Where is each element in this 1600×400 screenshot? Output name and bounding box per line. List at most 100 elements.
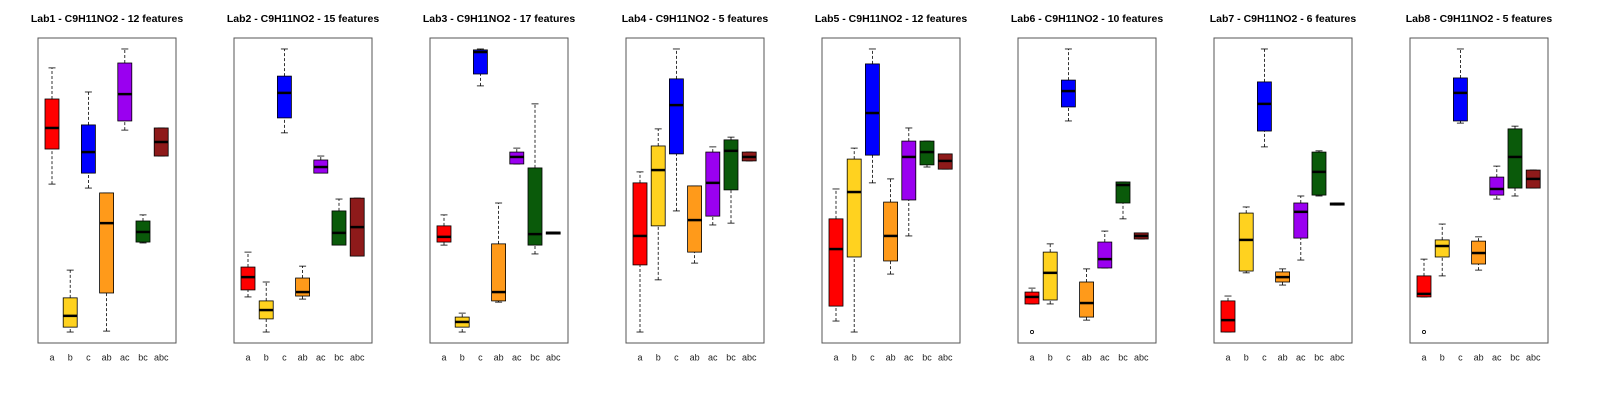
- box: [1238, 212, 1254, 272]
- x-tick-label: ac: [708, 352, 718, 362]
- x-tick-label: ac: [1492, 352, 1502, 362]
- box: [491, 243, 507, 302]
- x-tick-label: bc: [1118, 352, 1128, 362]
- x-tick-label: abc: [938, 352, 953, 362]
- x-tick-label: b: [656, 352, 661, 362]
- x-tick-label: bc: [922, 352, 932, 362]
- box: [1293, 202, 1309, 239]
- x-tick-label: ab: [494, 352, 504, 362]
- plot-frame: [233, 37, 373, 344]
- box: [1220, 300, 1236, 333]
- panel-title: Lab5 - C9H11NO2 - 12 features: [815, 13, 967, 25]
- x-tick-label: abc: [1134, 352, 1149, 362]
- x-tick-label: a: [49, 352, 54, 362]
- x-tick-label: abc: [1526, 352, 1541, 362]
- x-tick-label: bc: [726, 352, 736, 362]
- plot-frame: [37, 37, 177, 344]
- x-tick-label: c: [86, 352, 91, 362]
- x-tick-label: abc: [546, 352, 561, 362]
- x-tick-label: b: [852, 352, 857, 362]
- x-tick-label: b: [68, 352, 73, 362]
- x-tick-label: ab: [886, 352, 896, 362]
- box: [44, 98, 60, 150]
- x-tick-label: ac: [904, 352, 914, 362]
- plot-frame: [625, 37, 765, 344]
- x-tick-label: c: [282, 352, 287, 362]
- x-tick-label: a: [833, 352, 838, 362]
- plot-frame: [429, 37, 569, 344]
- x-tick-label: ac: [120, 352, 130, 362]
- box: [650, 145, 666, 227]
- box: [723, 139, 739, 191]
- box: [527, 167, 543, 246]
- x-tick-label: ac: [512, 352, 522, 362]
- box: [1311, 151, 1327, 196]
- x-tick-label: c: [1066, 352, 1071, 362]
- box: [883, 201, 898, 262]
- box: [62, 297, 78, 328]
- x-tick-label: bc: [138, 352, 148, 362]
- box: [1097, 241, 1113, 269]
- x-tick-label: ab: [1278, 352, 1288, 362]
- x-tick-label: b: [1048, 352, 1053, 362]
- x-tick-label: b: [264, 352, 269, 362]
- box: [632, 182, 648, 266]
- x-tick-label: a: [637, 352, 642, 362]
- box: [1061, 79, 1076, 108]
- box: [828, 218, 844, 307]
- box: [295, 277, 311, 297]
- x-tick-label: bc: [530, 352, 540, 362]
- x-tick-label: ac: [1100, 352, 1110, 362]
- box: [81, 124, 96, 174]
- x-tick-label: a: [1029, 352, 1034, 362]
- plot-frame: [1017, 37, 1157, 344]
- x-tick-label: c: [870, 352, 875, 362]
- panel-title: Lab2 - C9H11NO2 - 15 features: [227, 13, 379, 25]
- box: [1416, 275, 1432, 298]
- box: [901, 140, 917, 201]
- x-tick-label: b: [1440, 352, 1445, 362]
- x-tick-label: bc: [1314, 352, 1324, 362]
- box: [1489, 176, 1505, 196]
- x-tick-label: ac: [316, 352, 326, 362]
- box: [669, 78, 684, 155]
- x-tick-label: ab: [298, 352, 308, 362]
- x-tick-label: c: [1262, 352, 1267, 362]
- box: [1042, 251, 1058, 301]
- box: [240, 266, 256, 291]
- box: [846, 158, 862, 258]
- x-tick-label: abc: [1330, 352, 1345, 362]
- x-tick-label: bc: [1510, 352, 1520, 362]
- x-tick-label: ab: [102, 352, 112, 362]
- panel-title: Lab8 - C9H11NO2 - 5 features: [1406, 13, 1553, 25]
- x-tick-label: ab: [1082, 352, 1092, 362]
- box: [1079, 281, 1094, 318]
- box: [99, 192, 114, 294]
- x-tick-label: b: [1244, 352, 1249, 362]
- box: [276, 75, 292, 119]
- x-tick-label: a: [441, 352, 446, 362]
- box: [472, 49, 488, 75]
- panel-title: Lab3 - C9H11NO2 - 17 features: [423, 13, 575, 25]
- box: [865, 63, 880, 156]
- x-tick-label: c: [1458, 352, 1463, 362]
- panel-title: Lab1 - C9H11NO2 - 12 features: [31, 13, 183, 25]
- x-tick-label: bc: [334, 352, 344, 362]
- plot-frame: [1213, 37, 1353, 344]
- box: [436, 225, 452, 243]
- box: [331, 210, 347, 246]
- plot-frame: [1409, 37, 1549, 344]
- x-tick-label: a: [1421, 352, 1426, 362]
- outlier: [1030, 330, 1035, 335]
- x-tick-label: ac: [1296, 352, 1306, 362]
- x-tick-label: abc: [154, 352, 169, 362]
- box: [1453, 77, 1468, 122]
- panel-title: Lab4 - C9H11NO2 - 5 features: [622, 13, 769, 25]
